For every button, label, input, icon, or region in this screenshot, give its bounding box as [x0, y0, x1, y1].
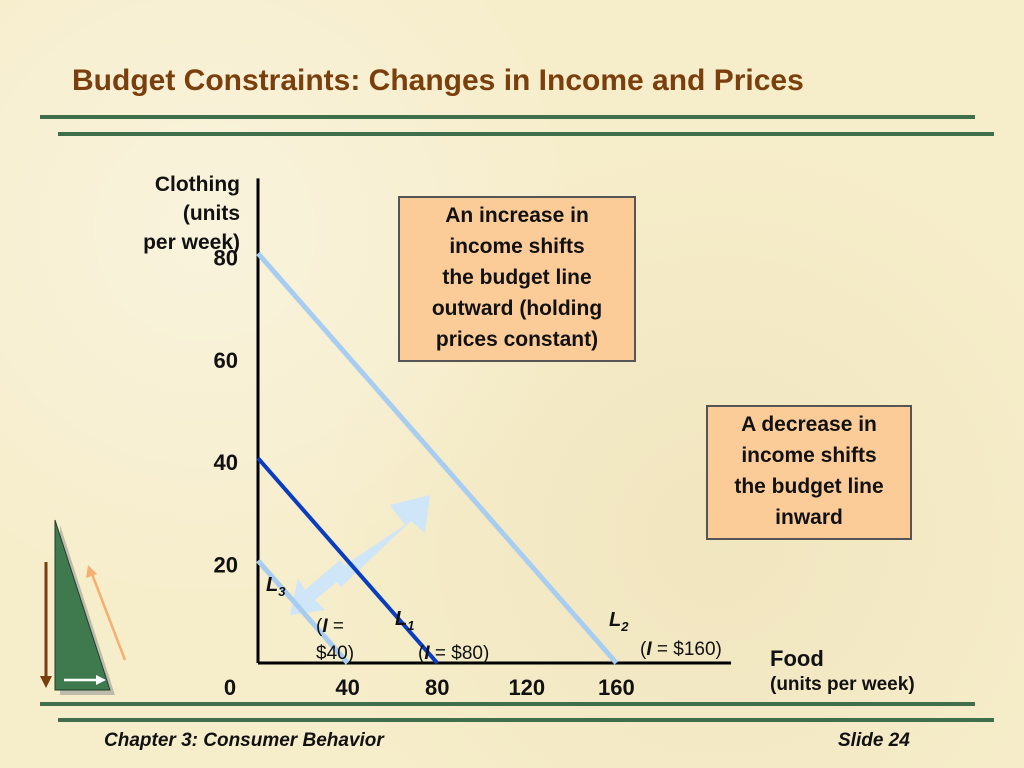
income-label-l3: $40): [316, 643, 354, 664]
series-label-l1: L1: [395, 608, 414, 633]
series-label-l2: L2: [609, 609, 629, 634]
income-label-l3: (I =: [316, 616, 344, 637]
shift-outward-arrow-icon: [330, 495, 430, 587]
budget-line-l2: [256, 251, 619, 665]
x-tick-label: 120: [508, 675, 545, 700]
y-axis-label-line: Clothing: [154, 173, 240, 196]
income-label-l2: (I = $160): [640, 639, 722, 660]
x-tick-label: 40: [335, 675, 359, 700]
footer-rule-top: [40, 702, 975, 706]
triangle-down-arrowhead-icon: [40, 676, 52, 688]
callout-line: income shifts: [449, 235, 585, 258]
footer-rule-bottom: [58, 718, 994, 722]
footer-slide-number: Slide 24: [838, 730, 910, 751]
x-axis-label: Food (units per week): [770, 646, 915, 696]
y-tick-label: 40: [214, 450, 238, 475]
title-rule-top: [40, 115, 975, 119]
title-rule-bottom: [58, 132, 994, 136]
slide-title: Budget Constraints: Changes in Income an…: [72, 64, 804, 97]
triangle-up-arrowhead-icon: [86, 565, 97, 578]
y-axis-label-line: (units: [182, 202, 240, 225]
triangle-icon: [54, 519, 111, 691]
callout-line: A decrease in: [741, 413, 877, 436]
y-tick-label: 80: [214, 245, 238, 270]
x-tick-label: 160: [598, 675, 635, 700]
callout-line: outward (holding: [431, 297, 603, 320]
budget-line-l3: [256, 558, 350, 665]
series-label-l3: L3: [266, 574, 286, 599]
x-tick-label: 0: [224, 675, 236, 700]
callout-decrease: A decrease in income shifts the budget l…: [706, 405, 912, 540]
y-axis-label-line: per week): [143, 231, 240, 254]
x-axis-label-unit: (units per week): [770, 674, 915, 695]
callout-line: prices constant): [435, 328, 599, 351]
callout-increase: An increase in income shifts the budget …: [398, 196, 636, 362]
income-label-l1: (I = $80): [418, 643, 489, 664]
x-axis-label-main: Food: [770, 646, 824, 671]
shift-inward-arrow-icon: [290, 560, 350, 615]
y-tick-label: 20: [214, 553, 238, 578]
x-tick-label: 80: [425, 675, 449, 700]
callout-line: An increase in: [445, 204, 589, 227]
y-axis-label: Clothing (units per week): [143, 170, 240, 257]
callout-line: inward: [775, 506, 843, 529]
callout-line: income shifts: [741, 444, 877, 467]
callout-line: the budget line: [734, 475, 884, 498]
footer-chapter: Chapter 3: Consumer Behavior: [104, 730, 384, 751]
y-tick-label: 60: [214, 348, 238, 373]
budget-line-l1: [256, 456, 439, 665]
triangle-right-arrowhead-icon: [96, 675, 106, 685]
triangle-up-arrow-icon: [90, 573, 127, 661]
callout-line: the budget line: [442, 266, 592, 289]
